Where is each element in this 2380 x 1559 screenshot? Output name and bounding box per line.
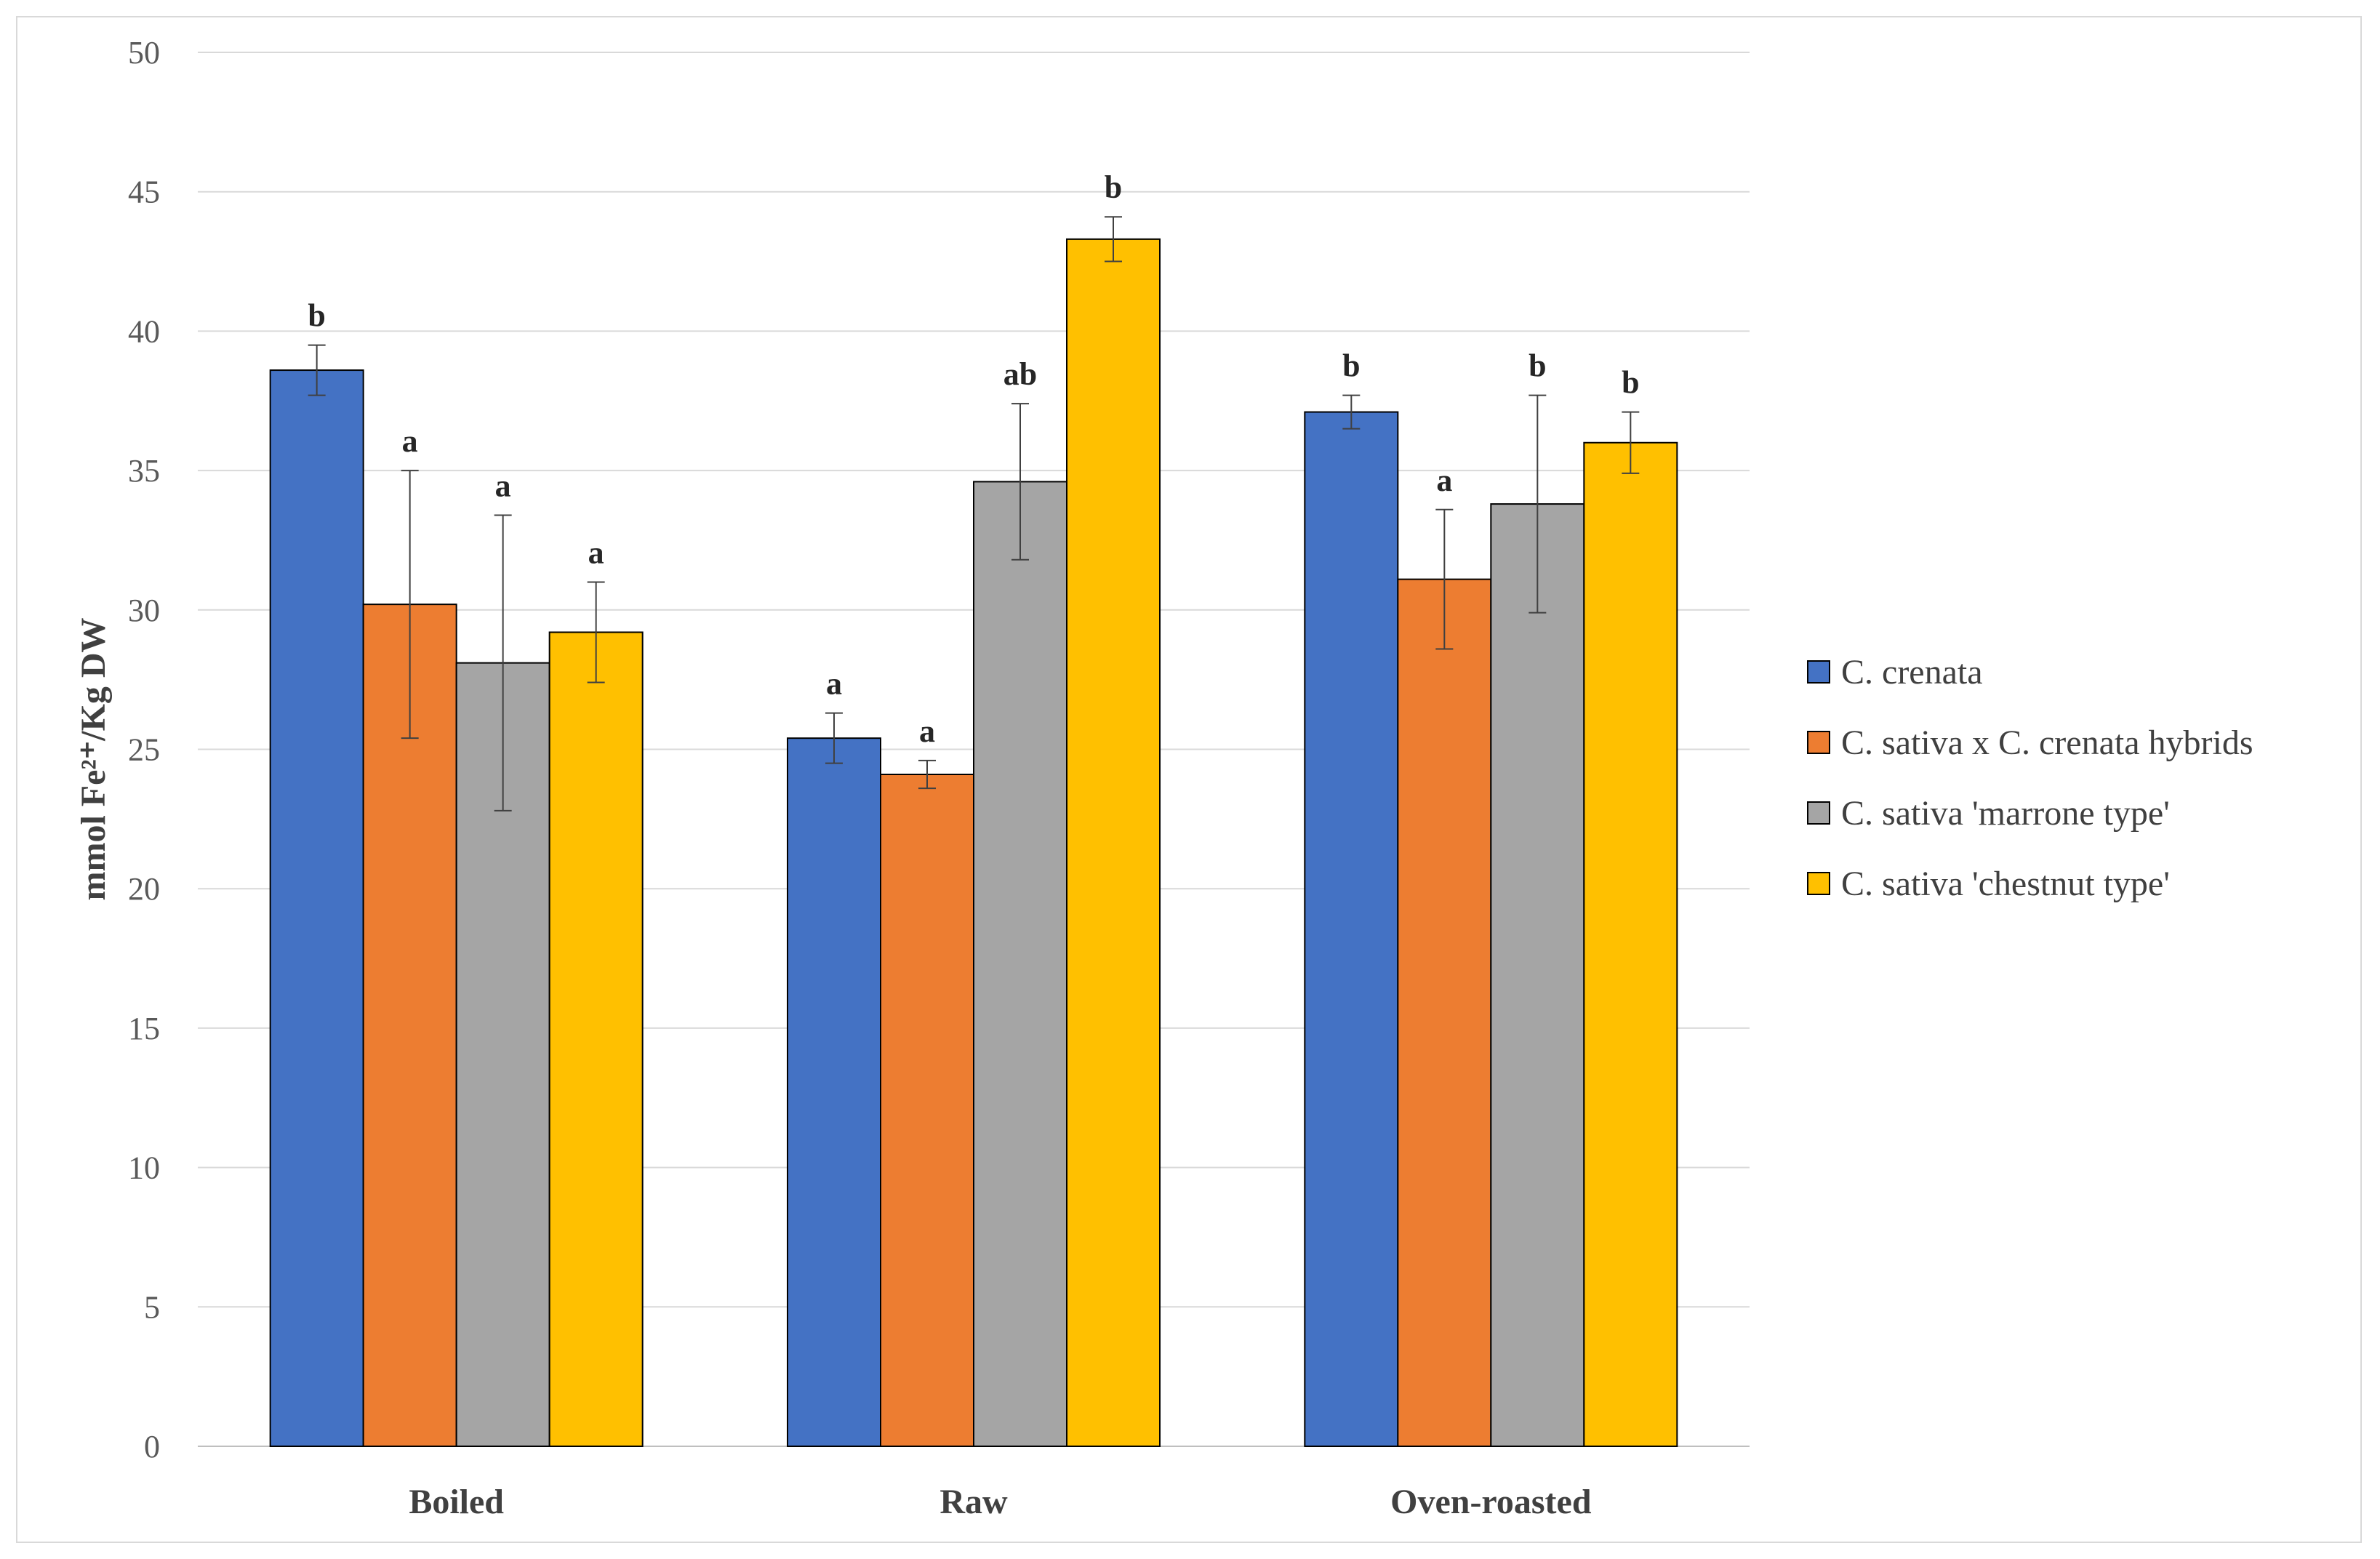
significance-letter: b	[1622, 365, 1639, 401]
significance-letter: b	[1105, 169, 1122, 205]
bars	[269, 238, 1678, 1448]
significance-letter: a	[919, 713, 935, 749]
x-axis-categories: Boiled Raw Oven-roasted	[409, 1483, 1592, 1521]
legend-label: C. sativa x C. crenata hybrids	[1841, 724, 2253, 762]
bar	[1304, 411, 1399, 1447]
chart-area: 0 5 10 15 20 25 30 35 40 45 50 b a a a a a ab b b a b b Boile…	[16, 16, 2362, 1543]
error-bars	[308, 216, 1640, 811]
bar	[1397, 578, 1492, 1447]
legend-swatch	[1807, 801, 1830, 825]
significance-letter: a	[402, 423, 418, 459]
legend-swatch	[1807, 731, 1830, 754]
bar	[973, 481, 1067, 1447]
y-tick-label: 20	[128, 871, 160, 907]
y-axis-title: mmol Fe²⁺/Kg DW	[74, 618, 113, 901]
significance-letter: a	[826, 666, 842, 702]
y-tick-label: 5	[144, 1289, 160, 1325]
y-tick-label: 10	[128, 1150, 160, 1186]
legend-swatch	[1807, 660, 1830, 684]
bar	[880, 774, 974, 1447]
y-axis-ticks: 0 5 10 15 20 25 30 35 40 45 50	[128, 35, 160, 1464]
y-tick-label: 0	[144, 1429, 160, 1464]
significance-letter: b	[1342, 348, 1360, 384]
y-tick-label: 40	[128, 313, 160, 349]
significance-letter: a	[588, 534, 604, 570]
bar	[269, 369, 364, 1447]
significance-letter: a	[1436, 462, 1452, 498]
significance-letter: a	[495, 468, 511, 503]
significance-letter: ab	[1003, 356, 1037, 392]
bar	[1066, 238, 1161, 1447]
legend-label: C. crenata	[1841, 653, 1983, 692]
legend: C. crenata C. sativa x C. crenata hybrids…	[1807, 653, 2253, 903]
x-category-label: Oven-roasted	[1390, 1483, 1592, 1521]
bar	[362, 604, 457, 1448]
y-tick-label: 50	[128, 35, 160, 71]
significance-letter: b	[308, 298, 325, 334]
bar	[787, 737, 881, 1447]
legend-label: C. sativa 'chestnut type'	[1841, 865, 2170, 903]
legend-swatch	[1807, 872, 1830, 895]
x-category-label: Raw	[939, 1483, 1008, 1521]
bar	[548, 631, 644, 1447]
significance-letter: b	[1528, 348, 1546, 384]
x-category-label: Boiled	[409, 1483, 504, 1521]
y-tick-label: 35	[128, 453, 160, 489]
y-tick-label: 15	[128, 1011, 160, 1046]
y-tick-label: 30	[128, 593, 160, 628]
bar	[1490, 503, 1585, 1447]
y-tick-label: 25	[128, 732, 160, 768]
bar	[1583, 441, 1678, 1447]
legend-label: C. sativa 'marrone type'	[1841, 794, 2170, 833]
y-tick-label: 45	[128, 175, 160, 210]
